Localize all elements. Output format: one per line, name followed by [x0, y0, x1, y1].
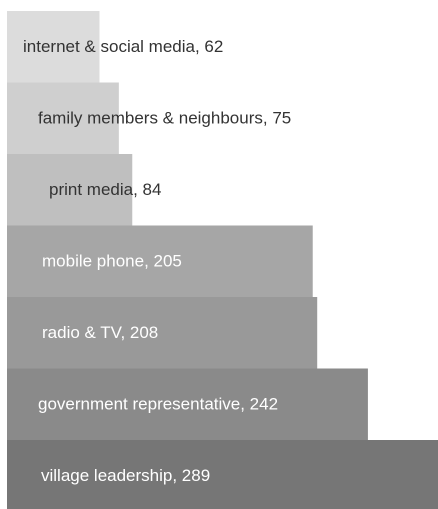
bar-label-3: print media, 84 — [49, 180, 161, 199]
bar-label-5: radio & TV, 208 — [42, 323, 158, 342]
bar-label-7: village leadership, 289 — [41, 466, 210, 485]
bars-group — [7, 11, 438, 509]
bar-label-6: government representative, 242 — [38, 395, 278, 414]
bar-5 — [7, 297, 318, 369]
bar-label-1: internet & social media, 62 — [23, 37, 223, 56]
bar-2 — [7, 82, 119, 155]
bar-label-2: family members & neighbours, 75 — [38, 109, 291, 128]
bar-6 — [7, 368, 368, 441]
labels-group: internet & social media, 62 family member… — [23, 37, 291, 485]
bar-3 — [7, 154, 133, 226]
bar-7 — [7, 440, 438, 509]
bar-1 — [7, 11, 100, 83]
bar-4 — [7, 225, 313, 298]
bar-label-4: mobile phone, 205 — [42, 252, 182, 271]
